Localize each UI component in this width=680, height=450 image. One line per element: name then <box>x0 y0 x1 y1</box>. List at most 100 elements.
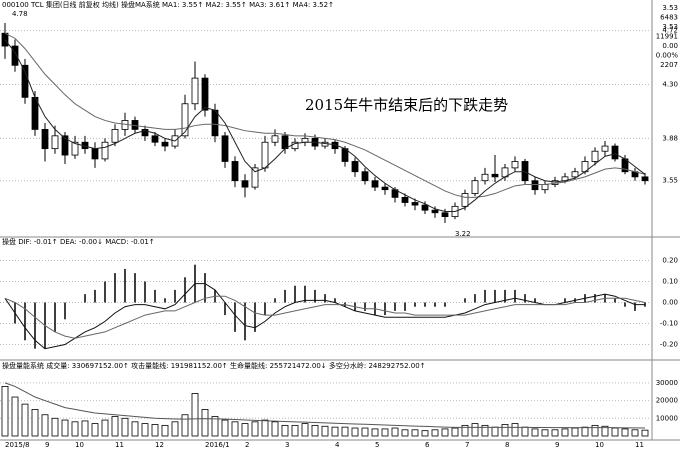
x-tick-label: 8 <box>505 441 509 449</box>
candle-body <box>481 173 489 182</box>
volume-bar <box>411 429 419 437</box>
volume-bar <box>81 420 89 437</box>
y-tick-label: 3.55 <box>662 177 678 185</box>
x-tick-label: 10 <box>595 441 604 449</box>
y-tick-label: 0.00 <box>662 299 678 307</box>
volume-bar <box>171 421 179 437</box>
volume-bar <box>231 421 239 437</box>
volume-bar <box>181 414 189 437</box>
volume-header: 操盘量能系统 成交量: 330697152.00↑ 攻击量能线: 1919811… <box>2 361 426 370</box>
volume-bar <box>201 409 209 437</box>
volume-bar <box>271 421 279 437</box>
candle-body <box>221 135 229 162</box>
line <box>4 283 645 350</box>
volume-bar <box>401 429 409 437</box>
candle-body <box>151 135 159 143</box>
x-tick-label: 9 <box>555 441 559 449</box>
x-tick-label: 2 <box>245 441 249 449</box>
volume-bar <box>61 419 69 437</box>
y-tick-label: -0.10 <box>660 320 678 328</box>
volume-bar <box>331 426 339 437</box>
candle-body <box>571 171 579 178</box>
candle-body <box>411 202 419 206</box>
volume-bar <box>361 427 369 437</box>
volume-bar <box>31 409 39 437</box>
candle-body <box>471 180 479 194</box>
volume-bar <box>641 429 649 437</box>
volume-bar <box>151 424 159 437</box>
volume-bar <box>391 427 399 437</box>
candle-body <box>211 109 219 137</box>
volume-bar <box>371 428 379 437</box>
y-tick-label: 4.30 <box>662 81 678 89</box>
candle-body <box>161 141 169 147</box>
volume-bar <box>341 426 349 437</box>
macd-header: 操盘 DIF: -0.01↑ DEA: -0.00↓ MACD: -0.01↑ <box>2 237 155 246</box>
candle-body <box>251 167 259 188</box>
volume-bar <box>511 423 519 437</box>
x-tick-label: 3 <box>285 441 289 449</box>
candle-body <box>271 135 279 143</box>
volume-bar <box>491 426 499 437</box>
info-value: 0.00 <box>662 42 678 50</box>
info-value: 6483 <box>660 14 678 22</box>
candle-body <box>511 161 519 169</box>
volume-bar <box>241 423 249 437</box>
volume-bar <box>541 429 549 437</box>
info-value: 3.53 <box>662 23 678 31</box>
volume-bar <box>531 428 539 437</box>
info-value: 2207 <box>660 61 678 69</box>
candle-body <box>461 193 469 207</box>
candle-body <box>181 103 189 137</box>
volume-bar <box>611 427 619 437</box>
y-tick-label: 0.10 <box>662 278 678 286</box>
candle-body <box>611 145 619 160</box>
x-tick-label: 10 <box>75 441 84 449</box>
volume-bar <box>251 421 259 437</box>
volume-bar <box>441 428 449 437</box>
candle-body <box>441 212 449 218</box>
info-value: 11991 <box>656 33 678 41</box>
y-tick-label: 4.72 <box>662 27 678 35</box>
candle-body <box>431 209 439 214</box>
low-label: 3.22 <box>455 230 471 238</box>
candle-body <box>41 129 49 150</box>
volume-bar <box>581 426 589 437</box>
volume-bar <box>191 393 199 437</box>
y-tick-label: -0.20 <box>660 341 678 349</box>
candle-body <box>201 77 209 111</box>
volume-bar <box>71 421 79 437</box>
volume-bar <box>211 416 219 437</box>
candle-body <box>351 161 359 173</box>
volume-bar <box>261 419 269 437</box>
volume-bar <box>521 426 529 437</box>
line <box>4 39 646 212</box>
line <box>4 295 646 339</box>
volume-bar <box>321 425 329 437</box>
volume-bar <box>381 428 389 437</box>
candle-body <box>141 129 149 137</box>
candle-body <box>281 135 289 150</box>
volume-bar <box>571 427 579 437</box>
volume-bar <box>1 385 9 437</box>
volume-bar <box>161 424 169 437</box>
y-tick-label: 3.88 <box>662 134 678 142</box>
volume-bar <box>351 427 359 437</box>
volume-bar <box>461 424 469 437</box>
candle-body <box>421 204 429 211</box>
candle-body <box>71 141 79 156</box>
volume-bar <box>561 428 569 437</box>
y-tick-label: 20000 <box>656 397 678 405</box>
volume-bar <box>311 424 319 437</box>
candle-body <box>381 186 389 191</box>
annotation: 2015年牛市结束后的下跌走势 <box>305 96 508 114</box>
candle-body <box>101 141 109 160</box>
line <box>4 32 646 198</box>
candle-body <box>1 32 9 47</box>
candle-body <box>301 137 309 143</box>
volume-bar <box>621 428 629 437</box>
y-tick-label: 30000 <box>656 379 678 387</box>
info-value: 3.53 <box>662 4 678 12</box>
x-tick-label: 12 <box>155 441 164 449</box>
